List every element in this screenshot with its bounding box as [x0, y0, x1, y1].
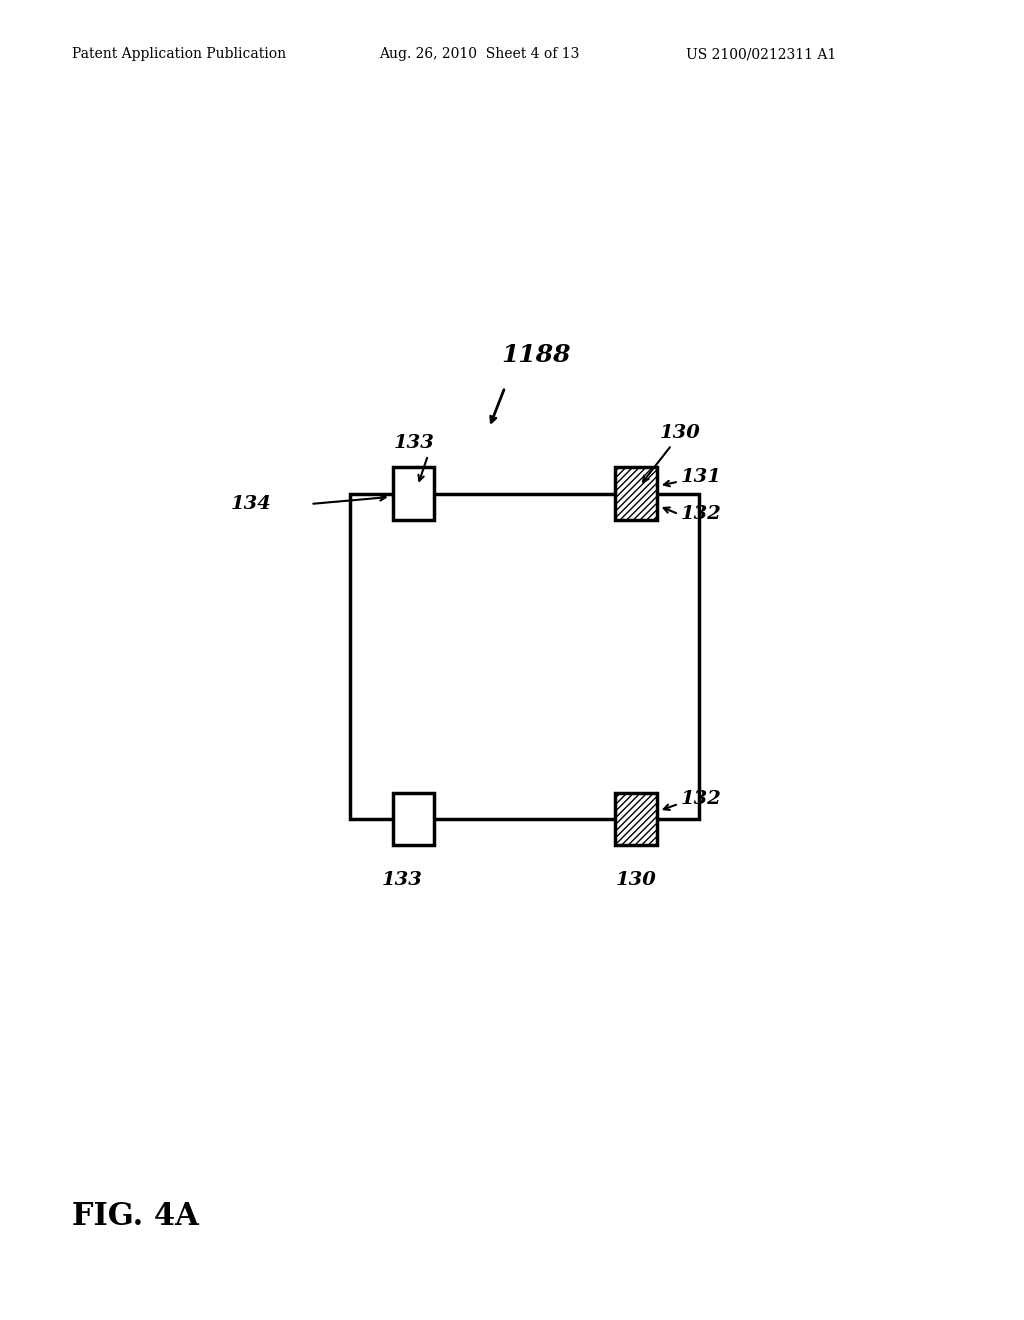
Text: 133: 133 [382, 871, 423, 890]
Text: 133: 133 [394, 434, 435, 451]
Text: FIG. 4A: FIG. 4A [72, 1201, 199, 1232]
Text: 130: 130 [616, 871, 657, 890]
Text: Patent Application Publication: Patent Application Publication [72, 48, 286, 61]
Bar [393, 467, 434, 520]
Text: 132: 132 [680, 789, 721, 808]
Text: 132: 132 [680, 506, 721, 523]
Text: 134: 134 [231, 495, 272, 513]
Text: 131: 131 [680, 467, 721, 486]
Bar [393, 792, 434, 846]
Bar [350, 494, 699, 818]
Text: 130: 130 [659, 424, 700, 442]
Bar [615, 467, 656, 520]
Text: 1188: 1188 [501, 343, 570, 367]
Text: Aug. 26, 2010  Sheet 4 of 13: Aug. 26, 2010 Sheet 4 of 13 [379, 48, 580, 61]
Bar [615, 792, 656, 846]
Text: US 2100/0212311 A1: US 2100/0212311 A1 [686, 48, 837, 61]
